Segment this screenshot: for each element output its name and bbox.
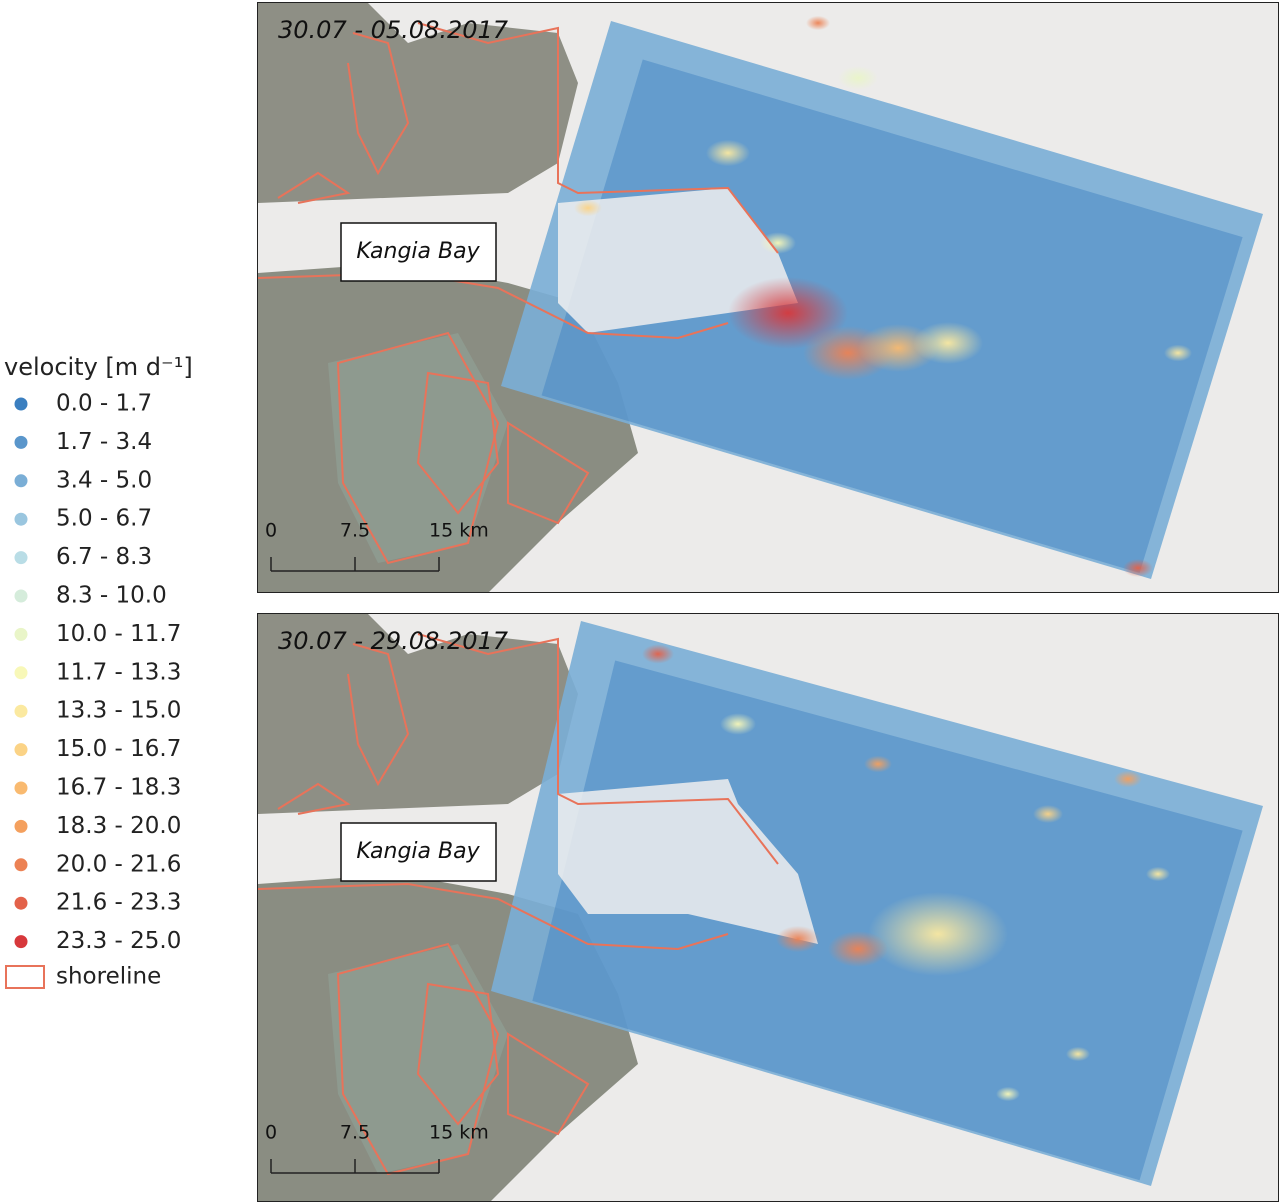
legend-label: shoreline bbox=[56, 964, 161, 990]
shoreline bbox=[507, 1032, 590, 1136]
velocity-swath bbox=[491, 621, 1263, 1186]
shoreline bbox=[347, 32, 410, 176]
velocity-hotspot bbox=[760, 232, 796, 254]
legend-swatch bbox=[14, 474, 28, 488]
land bbox=[258, 614, 578, 814]
shoreline bbox=[336, 331, 500, 565]
map-panel: 30.07 - 29.08.2017 Kangia Bay 0 7.5 15 km bbox=[257, 613, 1279, 1202]
legend-label: 3.4 - 5.0 bbox=[56, 467, 152, 493]
velocity-hotspot bbox=[1066, 1046, 1090, 1062]
velocity-hotspot bbox=[864, 755, 892, 773]
shoreline bbox=[277, 171, 351, 204]
shoreline bbox=[347, 643, 410, 787]
shoreline bbox=[416, 982, 500, 1126]
legend: velocity [m d⁻¹] 0.0 - 1.7 1.7 - 3.4 3.4 -… bbox=[4, 353, 193, 990]
velocity-hotspot bbox=[1164, 344, 1192, 362]
label-box bbox=[340, 222, 497, 282]
legend-swatch bbox=[14, 435, 28, 449]
scale-label: 7.5 bbox=[340, 520, 370, 542]
scale-label: 15 km bbox=[429, 520, 489, 542]
shoreline bbox=[336, 942, 500, 1176]
velocity-hotspot bbox=[1123, 559, 1153, 577]
legend-swatch bbox=[14, 743, 28, 757]
legend-swatch bbox=[14, 627, 28, 641]
panel-title: 30.07 - 29.08.2017 bbox=[278, 627, 509, 655]
legend-shoreline-swatch bbox=[5, 965, 45, 989]
legend-swatch bbox=[14, 781, 28, 795]
place-label: Kangia Bay bbox=[356, 839, 480, 864]
legend-label: 20.0 - 21.6 bbox=[56, 851, 181, 877]
shoreline bbox=[258, 882, 729, 951]
velocity-hotspot bbox=[1033, 805, 1063, 823]
velocity-hotspot bbox=[574, 199, 602, 217]
scale-label: 0 bbox=[265, 1122, 277, 1144]
velocity-swath bbox=[501, 21, 1263, 579]
shoreline bbox=[417, 22, 779, 254]
legend-label: 0.0 - 1.7 bbox=[56, 391, 152, 417]
velocity-hotspot bbox=[806, 15, 830, 31]
legend-label: 11.7 - 13.3 bbox=[56, 659, 181, 685]
velocity-hotspot bbox=[868, 892, 1008, 976]
velocity-hotspot bbox=[706, 139, 750, 167]
land bbox=[258, 3, 578, 203]
legend-label: 1.7 - 3.4 bbox=[56, 429, 152, 455]
legend-swatch bbox=[14, 858, 28, 872]
shoreline bbox=[416, 371, 500, 515]
legend-label: 16.7 - 18.3 bbox=[56, 775, 181, 801]
legend-swatch bbox=[14, 397, 28, 411]
legend-title: velocity [m d⁻¹] bbox=[4, 353, 193, 381]
legend-label: 21.6 - 23.3 bbox=[56, 890, 181, 916]
map-panel: 30.07 - 05.08.2017 Kangia Bay 0 7.5 15 km bbox=[257, 2, 1279, 593]
legend-label: 8.3 - 10.0 bbox=[56, 583, 167, 609]
legend-swatch bbox=[14, 935, 28, 949]
legend-label: 18.3 - 20.0 bbox=[56, 813, 181, 839]
velocity-hotspot bbox=[913, 322, 983, 364]
scale-label: 0 bbox=[265, 520, 277, 542]
legend-swatch bbox=[14, 704, 28, 718]
velocity-hotspot bbox=[728, 277, 848, 349]
shoreline bbox=[417, 633, 779, 865]
velocity-hotspot bbox=[642, 644, 674, 664]
legend-swatch bbox=[14, 512, 28, 526]
label-box bbox=[340, 822, 497, 882]
velocity-hotspot bbox=[720, 713, 756, 735]
legend-swatch bbox=[14, 819, 28, 833]
place-label: Kangia Bay bbox=[356, 239, 480, 264]
bay bbox=[558, 779, 818, 944]
velocity-hotspot bbox=[1146, 866, 1170, 882]
legend-label: 23.3 - 25.0 bbox=[56, 928, 181, 954]
velocity-hotspot bbox=[996, 1086, 1020, 1102]
legend-label: 6.7 - 8.3 bbox=[56, 544, 152, 570]
legend-label: 13.3 - 15.0 bbox=[56, 698, 181, 724]
scale-label: 7.5 bbox=[340, 1122, 370, 1144]
velocity-hotspot bbox=[828, 931, 888, 967]
shoreline bbox=[507, 421, 590, 525]
legend-label: 5.0 - 6.7 bbox=[56, 506, 152, 532]
velocity-hotspot bbox=[838, 66, 878, 90]
legend-swatch bbox=[14, 551, 28, 565]
legend-label: 15.0 - 16.7 bbox=[56, 736, 181, 762]
legend-swatch bbox=[14, 666, 28, 680]
legend-swatch bbox=[14, 896, 28, 910]
shoreline bbox=[277, 782, 351, 815]
scale-label: 15 km bbox=[429, 1122, 489, 1144]
panel-title: 30.07 - 05.08.2017 bbox=[278, 16, 509, 44]
legend-label: 10.0 - 11.7 bbox=[56, 621, 181, 647]
velocity-hotspot bbox=[1114, 770, 1142, 788]
velocity-hotspot bbox=[776, 925, 820, 953]
legend-swatch bbox=[14, 589, 28, 603]
